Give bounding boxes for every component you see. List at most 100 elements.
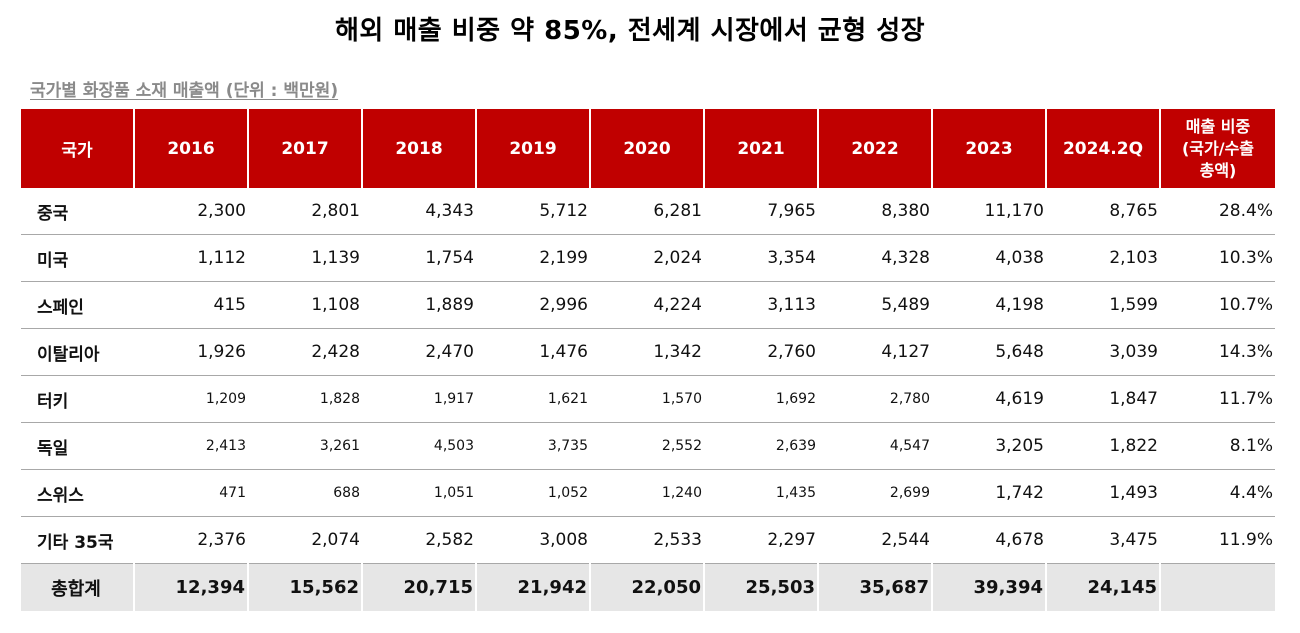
header-year: 2023 bbox=[931, 109, 1046, 188]
value-cell: 3,205 bbox=[932, 422, 1046, 470]
value-cell: 2,376 bbox=[134, 516, 248, 564]
table-row: 기타 35국 2,376 2,074 2,582 3,008 2,533 2,297 2,54… bbox=[21, 516, 1275, 564]
header-year: 2018 bbox=[361, 109, 476, 188]
value-cell: 2,552 bbox=[590, 422, 704, 470]
value-cell: 415 bbox=[134, 281, 248, 329]
total-value-cell: 12,394 bbox=[133, 563, 248, 611]
value-cell: 2,428 bbox=[248, 328, 362, 376]
header-year: 2024.2Q bbox=[1045, 109, 1160, 188]
value-cell: 1,052 bbox=[476, 469, 590, 517]
header-share-line: (국가/수출 bbox=[1181, 138, 1255, 158]
value-cell: 1,209 bbox=[134, 375, 248, 423]
value-cell: 1,493 bbox=[1046, 469, 1160, 517]
value-cell: 688 bbox=[248, 469, 362, 517]
value-cell: 4,343 bbox=[362, 188, 476, 235]
total-value-cell: 35,687 bbox=[817, 563, 932, 611]
header-share-line: 매출 비중 bbox=[1185, 116, 1251, 136]
value-cell: 1,112 bbox=[134, 234, 248, 282]
header-year: 2019 bbox=[475, 109, 590, 188]
share-cell: 10.3% bbox=[1160, 234, 1275, 282]
value-cell: 1,435 bbox=[704, 469, 818, 517]
country-cell: 미국 bbox=[21, 234, 134, 282]
share-cell: 14.3% bbox=[1160, 328, 1275, 376]
value-cell: 5,489 bbox=[818, 281, 932, 329]
share-cell: 11.9% bbox=[1160, 516, 1275, 564]
value-cell: 1,051 bbox=[362, 469, 476, 517]
value-cell: 1,917 bbox=[362, 375, 476, 423]
value-cell: 2,533 bbox=[590, 516, 704, 564]
country-cell: 이탈리아 bbox=[21, 328, 134, 376]
table-row: 미국 1,112 1,139 1,754 2,199 2,024 3,354 4,328 4,0… bbox=[21, 234, 1275, 282]
value-cell: 8,380 bbox=[818, 188, 932, 235]
value-cell: 1,822 bbox=[1046, 422, 1160, 470]
value-cell: 2,780 bbox=[818, 375, 932, 423]
table-row: 터키 1,209 1,828 1,917 1,621 1,570 1,692 2,780 4,6… bbox=[21, 375, 1275, 423]
total-value-cell: 22,050 bbox=[589, 563, 704, 611]
value-cell: 1,342 bbox=[590, 328, 704, 376]
total-share-cell bbox=[1159, 563, 1275, 611]
value-cell: 1,139 bbox=[248, 234, 362, 282]
value-cell: 2,103 bbox=[1046, 234, 1160, 282]
value-cell: 2,413 bbox=[134, 422, 248, 470]
value-cell: 2,470 bbox=[362, 328, 476, 376]
value-cell: 4,619 bbox=[932, 375, 1046, 423]
table-row: 스페인 415 1,108 1,889 2,996 4,224 3,113 5,489 4,19… bbox=[21, 281, 1275, 329]
table-row: 스위스 471 688 1,051 1,052 1,240 1,435 2,699 1,742 1… bbox=[21, 469, 1275, 517]
value-cell: 2,297 bbox=[704, 516, 818, 564]
country-cell: 중국 bbox=[21, 188, 134, 235]
value-cell: 2,582 bbox=[362, 516, 476, 564]
value-cell: 2,699 bbox=[818, 469, 932, 517]
value-cell: 5,712 bbox=[476, 188, 590, 235]
header-year: 2022 bbox=[817, 109, 932, 188]
value-cell: 2,760 bbox=[704, 328, 818, 376]
value-cell: 4,127 bbox=[818, 328, 932, 376]
value-cell: 11,170 bbox=[932, 188, 1046, 235]
value-cell: 1,754 bbox=[362, 234, 476, 282]
value-cell: 4,224 bbox=[590, 281, 704, 329]
share-cell: 8.1% bbox=[1160, 422, 1275, 470]
value-cell: 4,547 bbox=[818, 422, 932, 470]
value-cell: 8,765 bbox=[1046, 188, 1160, 235]
value-cell: 3,113 bbox=[704, 281, 818, 329]
value-cell: 2,024 bbox=[590, 234, 704, 282]
country-cell: 독일 bbox=[21, 422, 134, 470]
value-cell: 4,678 bbox=[932, 516, 1046, 564]
value-cell: 3,039 bbox=[1046, 328, 1160, 376]
value-cell: 2,639 bbox=[704, 422, 818, 470]
total-value-cell: 24,145 bbox=[1045, 563, 1160, 611]
value-cell: 2,300 bbox=[134, 188, 248, 235]
value-cell: 5,648 bbox=[932, 328, 1046, 376]
value-cell: 1,828 bbox=[248, 375, 362, 423]
value-cell: 1,108 bbox=[248, 281, 362, 329]
page-title: 해외 매출 비중 약 85%, 전세계 시장에서 균형 성장 bbox=[334, 16, 926, 46]
value-cell: 4,503 bbox=[362, 422, 476, 470]
table-caption: 국가별 화장품 소재 매출액 (단위 : 백만원) bbox=[30, 81, 339, 101]
total-value-cell: 25,503 bbox=[703, 563, 818, 611]
value-cell: 1,692 bbox=[704, 375, 818, 423]
value-cell: 2,544 bbox=[818, 516, 932, 564]
value-cell: 6,281 bbox=[590, 188, 704, 235]
share-cell: 10.7% bbox=[1160, 281, 1275, 329]
total-value-cell: 15,562 bbox=[247, 563, 362, 611]
share-cell: 4.4% bbox=[1160, 469, 1275, 517]
value-cell: 1,570 bbox=[590, 375, 704, 423]
value-cell: 2,801 bbox=[248, 188, 362, 235]
value-cell: 1,847 bbox=[1046, 375, 1160, 423]
value-cell: 1,599 bbox=[1046, 281, 1160, 329]
value-cell: 1,621 bbox=[476, 375, 590, 423]
header-share: 매출 비중 (국가/수출 총액) bbox=[1159, 109, 1275, 188]
table-row: 독일 2,413 3,261 4,503 3,735 2,552 2,639 4,547 3,2… bbox=[21, 422, 1275, 470]
total-value-cell: 20,715 bbox=[361, 563, 476, 611]
value-cell: 2,199 bbox=[476, 234, 590, 282]
total-label: 총합계 bbox=[21, 563, 134, 611]
header-year: 2021 bbox=[703, 109, 818, 188]
value-cell: 1,889 bbox=[362, 281, 476, 329]
share-cell: 28.4% bbox=[1160, 188, 1275, 235]
share-cell: 11.7% bbox=[1160, 375, 1275, 423]
header-year: 2017 bbox=[247, 109, 362, 188]
value-cell: 3,735 bbox=[476, 422, 590, 470]
table-row: 이탈리아 1,926 2,428 2,470 1,476 1,342 2,760 4,127 5… bbox=[21, 328, 1275, 376]
value-cell: 471 bbox=[134, 469, 248, 517]
value-cell: 4,038 bbox=[932, 234, 1046, 282]
value-cell: 3,008 bbox=[476, 516, 590, 564]
